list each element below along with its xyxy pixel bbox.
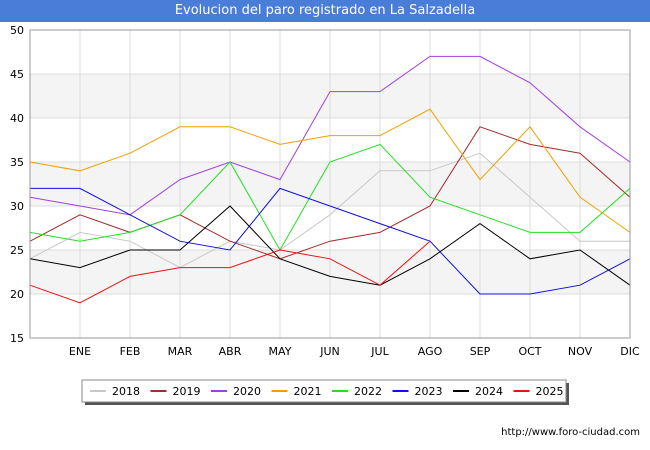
legend-label-2022: 2022 [354,385,382,398]
series-line-2021 [29,108,631,233]
series-line-2022 [29,143,631,252]
series-line-2025 [29,240,431,304]
x-tick-label: ABR [219,345,242,358]
x-tick-label: MAR [168,345,193,358]
x-tick-label: DIC [620,345,640,358]
y-tick-label: 50 [10,24,24,37]
footer-url: http://www.foro-ciudad.com [501,427,640,438]
x-tick-label: MAY [269,345,292,358]
y-tick-label: 45 [10,68,24,81]
y-tick-label: 40 [10,112,24,125]
x-tick-label: FEB [120,345,141,358]
x-tick-label: JUN [319,345,340,358]
y-tick-label: 35 [10,156,24,169]
x-tick-label: JUL [370,345,389,358]
legend-label-2020: 2020 [233,385,261,398]
title-bar [0,0,650,22]
series-lines [29,55,631,304]
legend: 2018 2019 2020 2021 2022 2023 2024 2025 [81,379,569,405]
y-tick-label: 30 [10,200,24,213]
x-tick-label: SEP [470,345,491,358]
y-tick-labels: 15 20 25 30 35 40 45 50 [10,24,24,345]
x-tick-labels: ENE FEB MAR ABR MAY JUN JUL AGO SEP OCT NOV DIC [69,345,640,358]
x-tick-label: NOV [568,345,593,358]
legend-label-2019: 2019 [173,385,201,398]
x-tick-label: ENE [69,345,91,358]
y-tick-label: 15 [10,332,24,345]
x-tick-label: AGO [418,345,443,358]
series-line-2023 [30,187,631,295]
x-tick-label: OCT [518,345,541,358]
series-line-2018 [29,152,630,269]
legend-label-2021: 2021 [294,385,322,398]
legend-label-2024: 2024 [475,385,503,398]
y-tick-label: 25 [10,244,24,257]
legend-box [81,379,567,403]
y-tick-label: 20 [10,288,24,301]
series-line-2024 [29,205,631,286]
plot-frame [29,29,631,339]
legend-label-2025: 2025 [536,385,564,398]
chart-title: Evolucion del paro registrado en La Salz… [174,3,476,18]
axes [29,29,631,339]
legend-label-2018: 2018 [112,385,140,398]
legend-label-2023: 2023 [415,385,443,398]
